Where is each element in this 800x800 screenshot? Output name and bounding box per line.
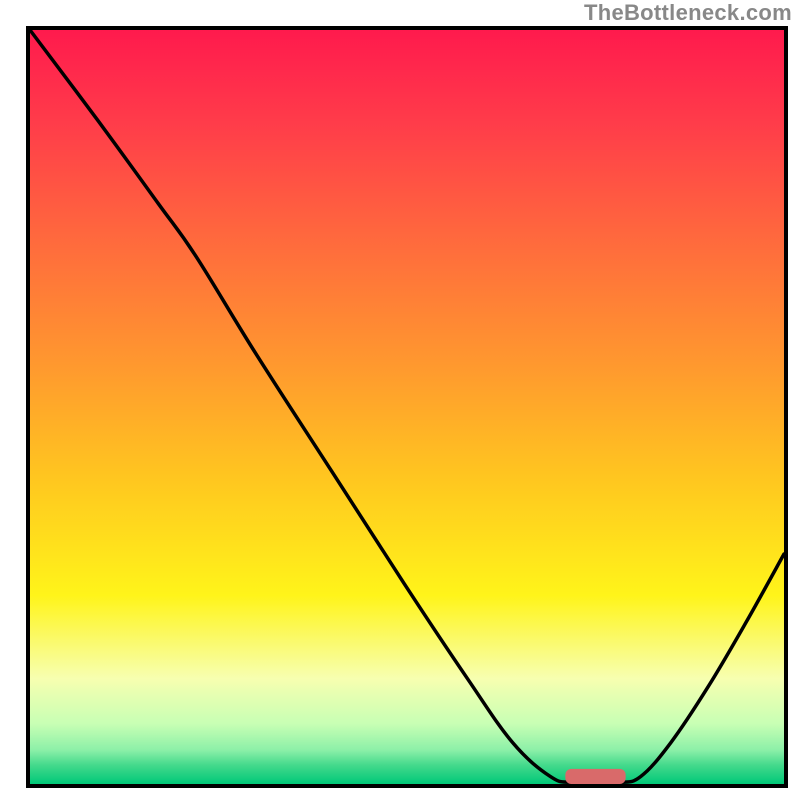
watermark-text: TheBottleneck.com — [584, 0, 792, 26]
bottleneck-chart: TheBottleneck.com — [0, 0, 800, 800]
chart-svg — [0, 0, 800, 800]
optimal-marker — [565, 769, 625, 784]
chart-background — [30, 30, 784, 784]
